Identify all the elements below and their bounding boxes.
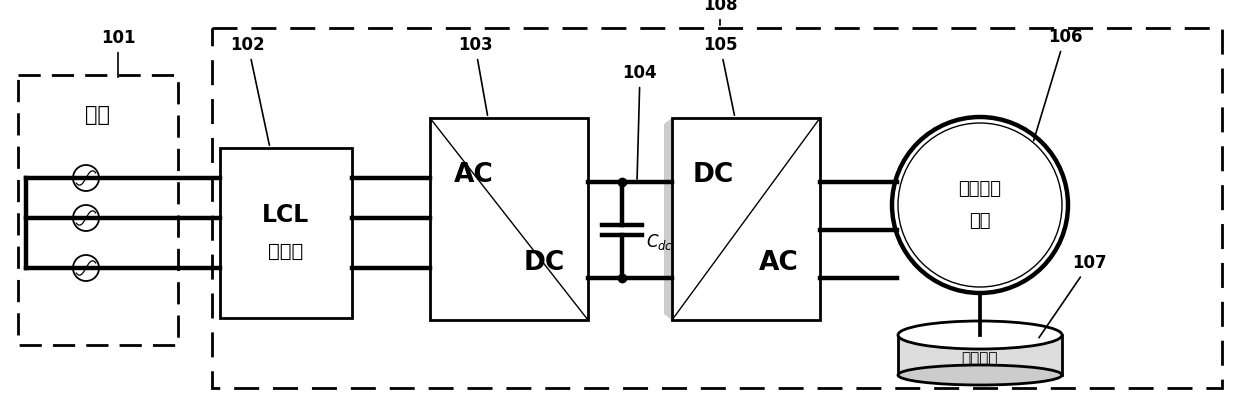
- Text: DC: DC: [693, 161, 733, 188]
- Polygon shape: [664, 118, 672, 320]
- Text: LCL: LCL: [263, 203, 310, 227]
- Text: AC: AC: [455, 161, 494, 188]
- Text: 滤波器: 滤波器: [269, 242, 304, 261]
- Text: 103: 103: [457, 36, 492, 115]
- Text: 101: 101: [100, 29, 135, 77]
- Text: 电机: 电机: [969, 212, 991, 230]
- Polygon shape: [898, 335, 1062, 375]
- Polygon shape: [430, 118, 589, 320]
- Text: 飞轮转子: 飞轮转子: [961, 351, 999, 366]
- Circle shape: [892, 117, 1068, 293]
- Polygon shape: [221, 148, 352, 318]
- Text: 104: 104: [623, 64, 658, 179]
- Text: 电网: 电网: [85, 105, 110, 125]
- Text: 107: 107: [1040, 254, 1108, 338]
- Text: $C_{dc}$: $C_{dc}$: [646, 232, 673, 252]
- Text: 永磁同步: 永磁同步: [959, 180, 1001, 198]
- Polygon shape: [672, 118, 820, 320]
- Text: 106: 106: [1033, 28, 1082, 141]
- Ellipse shape: [898, 365, 1062, 385]
- Text: AC: AC: [758, 250, 798, 276]
- Text: 105: 105: [703, 36, 737, 115]
- Ellipse shape: [898, 321, 1062, 349]
- Text: 108: 108: [703, 0, 737, 25]
- Text: DC: DC: [523, 250, 565, 276]
- Text: 102: 102: [230, 36, 269, 145]
